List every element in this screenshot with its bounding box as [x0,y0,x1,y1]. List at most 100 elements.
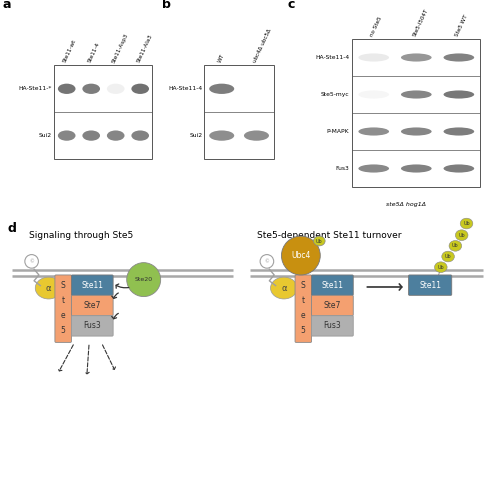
Text: Ste11-wt: Ste11-wt [62,38,77,64]
Circle shape [127,262,161,296]
Text: d: d [7,222,16,234]
Text: P-MAPK: P-MAPK [327,129,349,134]
Text: β: β [302,281,307,290]
Text: HA-Ste11-4: HA-Ste11-4 [168,86,202,92]
Text: Ub: Ub [316,238,323,244]
Text: Ste11: Ste11 [321,280,344,289]
Text: Ste11-4: Ste11-4 [87,42,100,64]
Ellipse shape [58,130,76,140]
Text: e: e [301,311,305,320]
Ellipse shape [460,218,473,229]
Text: S: S [61,281,65,290]
Bar [54,66,152,159]
Ellipse shape [61,279,77,292]
Text: Ste11: Ste11 [419,280,441,289]
Ellipse shape [313,236,325,246]
Text: no Ste5: no Ste5 [369,16,383,37]
Ellipse shape [209,84,234,94]
Text: Signaling through Ste5: Signaling through Ste5 [29,232,134,240]
Text: Ste11-Asp3: Ste11-Asp3 [111,32,129,64]
FancyBboxPatch shape [311,296,353,316]
Ellipse shape [435,262,447,272]
Ellipse shape [82,130,100,140]
Ellipse shape [358,90,389,98]
Text: Ste11: Ste11 [81,280,103,289]
Bar [352,39,480,187]
FancyBboxPatch shape [311,316,353,336]
Ellipse shape [358,54,389,62]
Text: Ub: Ub [458,232,465,237]
Text: b: b [162,0,171,12]
Text: 5: 5 [301,326,306,335]
Text: Ste7: Ste7 [324,301,341,310]
Text: WT: WT [217,53,226,64]
Text: Sui2: Sui2 [189,133,202,138]
Ellipse shape [455,230,468,240]
Ellipse shape [444,128,474,136]
FancyBboxPatch shape [295,275,311,342]
Text: Ste5-I504T: Ste5-I504T [412,8,429,37]
Ellipse shape [107,84,125,94]
Text: Ste5 WT: Ste5 WT [454,14,469,37]
Ellipse shape [309,286,321,296]
Text: Fus3: Fus3 [83,322,101,330]
Text: Ste5-dependent Ste11 turnover: Ste5-dependent Ste11 turnover [257,232,402,240]
Circle shape [282,236,320,275]
Ellipse shape [449,240,462,251]
Ellipse shape [58,84,76,94]
Ellipse shape [442,251,454,262]
Ellipse shape [271,277,297,299]
Ellipse shape [297,279,312,292]
Text: ubc4Δ ubc5Δ: ubc4Δ ubc5Δ [252,28,272,64]
Text: S: S [301,281,305,290]
Text: c: c [287,0,295,11]
Text: HA-Ste11-*: HA-Ste11-* [19,86,52,92]
Text: β: β [66,281,71,290]
Text: t: t [61,296,65,305]
Ellipse shape [358,128,389,136]
Ellipse shape [82,84,100,94]
Text: Ub: Ub [463,221,470,226]
Text: Ste20: Ste20 [135,277,153,282]
Text: Ub: Ub [452,244,459,248]
Ellipse shape [244,130,269,140]
Ellipse shape [131,130,149,140]
Text: Ste5-myc: Ste5-myc [321,92,349,97]
Text: 5: 5 [61,326,66,335]
Ellipse shape [401,90,432,98]
Ellipse shape [401,54,432,62]
Ellipse shape [74,286,86,296]
Ellipse shape [444,164,474,172]
FancyBboxPatch shape [71,275,113,295]
Bar [204,66,274,159]
Text: Ub: Ub [445,254,451,259]
Text: Ubc4: Ubc4 [291,251,310,260]
Text: ©: © [264,259,269,264]
FancyBboxPatch shape [311,275,353,295]
Text: a: a [2,0,11,12]
Text: γ: γ [78,288,82,294]
FancyBboxPatch shape [71,296,113,316]
Text: α: α [281,284,287,292]
Text: Fus3: Fus3 [336,166,349,171]
Text: ste5Δ hog1Δ: ste5Δ hog1Δ [386,202,426,207]
Text: Ste11-Ala3: Ste11-Ala3 [136,34,153,64]
FancyBboxPatch shape [408,275,452,295]
Ellipse shape [358,164,389,172]
Ellipse shape [107,130,125,140]
Text: α: α [46,284,51,292]
Ellipse shape [401,128,432,136]
Ellipse shape [35,277,62,299]
Text: Fus3: Fus3 [324,322,341,330]
Ellipse shape [131,84,149,94]
Ellipse shape [444,90,474,98]
FancyBboxPatch shape [71,316,113,336]
Ellipse shape [401,164,432,172]
Text: HA-Ste11-4: HA-Ste11-4 [315,55,349,60]
Text: Ub: Ub [438,264,444,270]
Text: ©: © [29,259,34,264]
Text: e: e [61,311,65,320]
Text: t: t [302,296,305,305]
Ellipse shape [209,130,234,140]
Text: Sui2: Sui2 [39,133,52,138]
